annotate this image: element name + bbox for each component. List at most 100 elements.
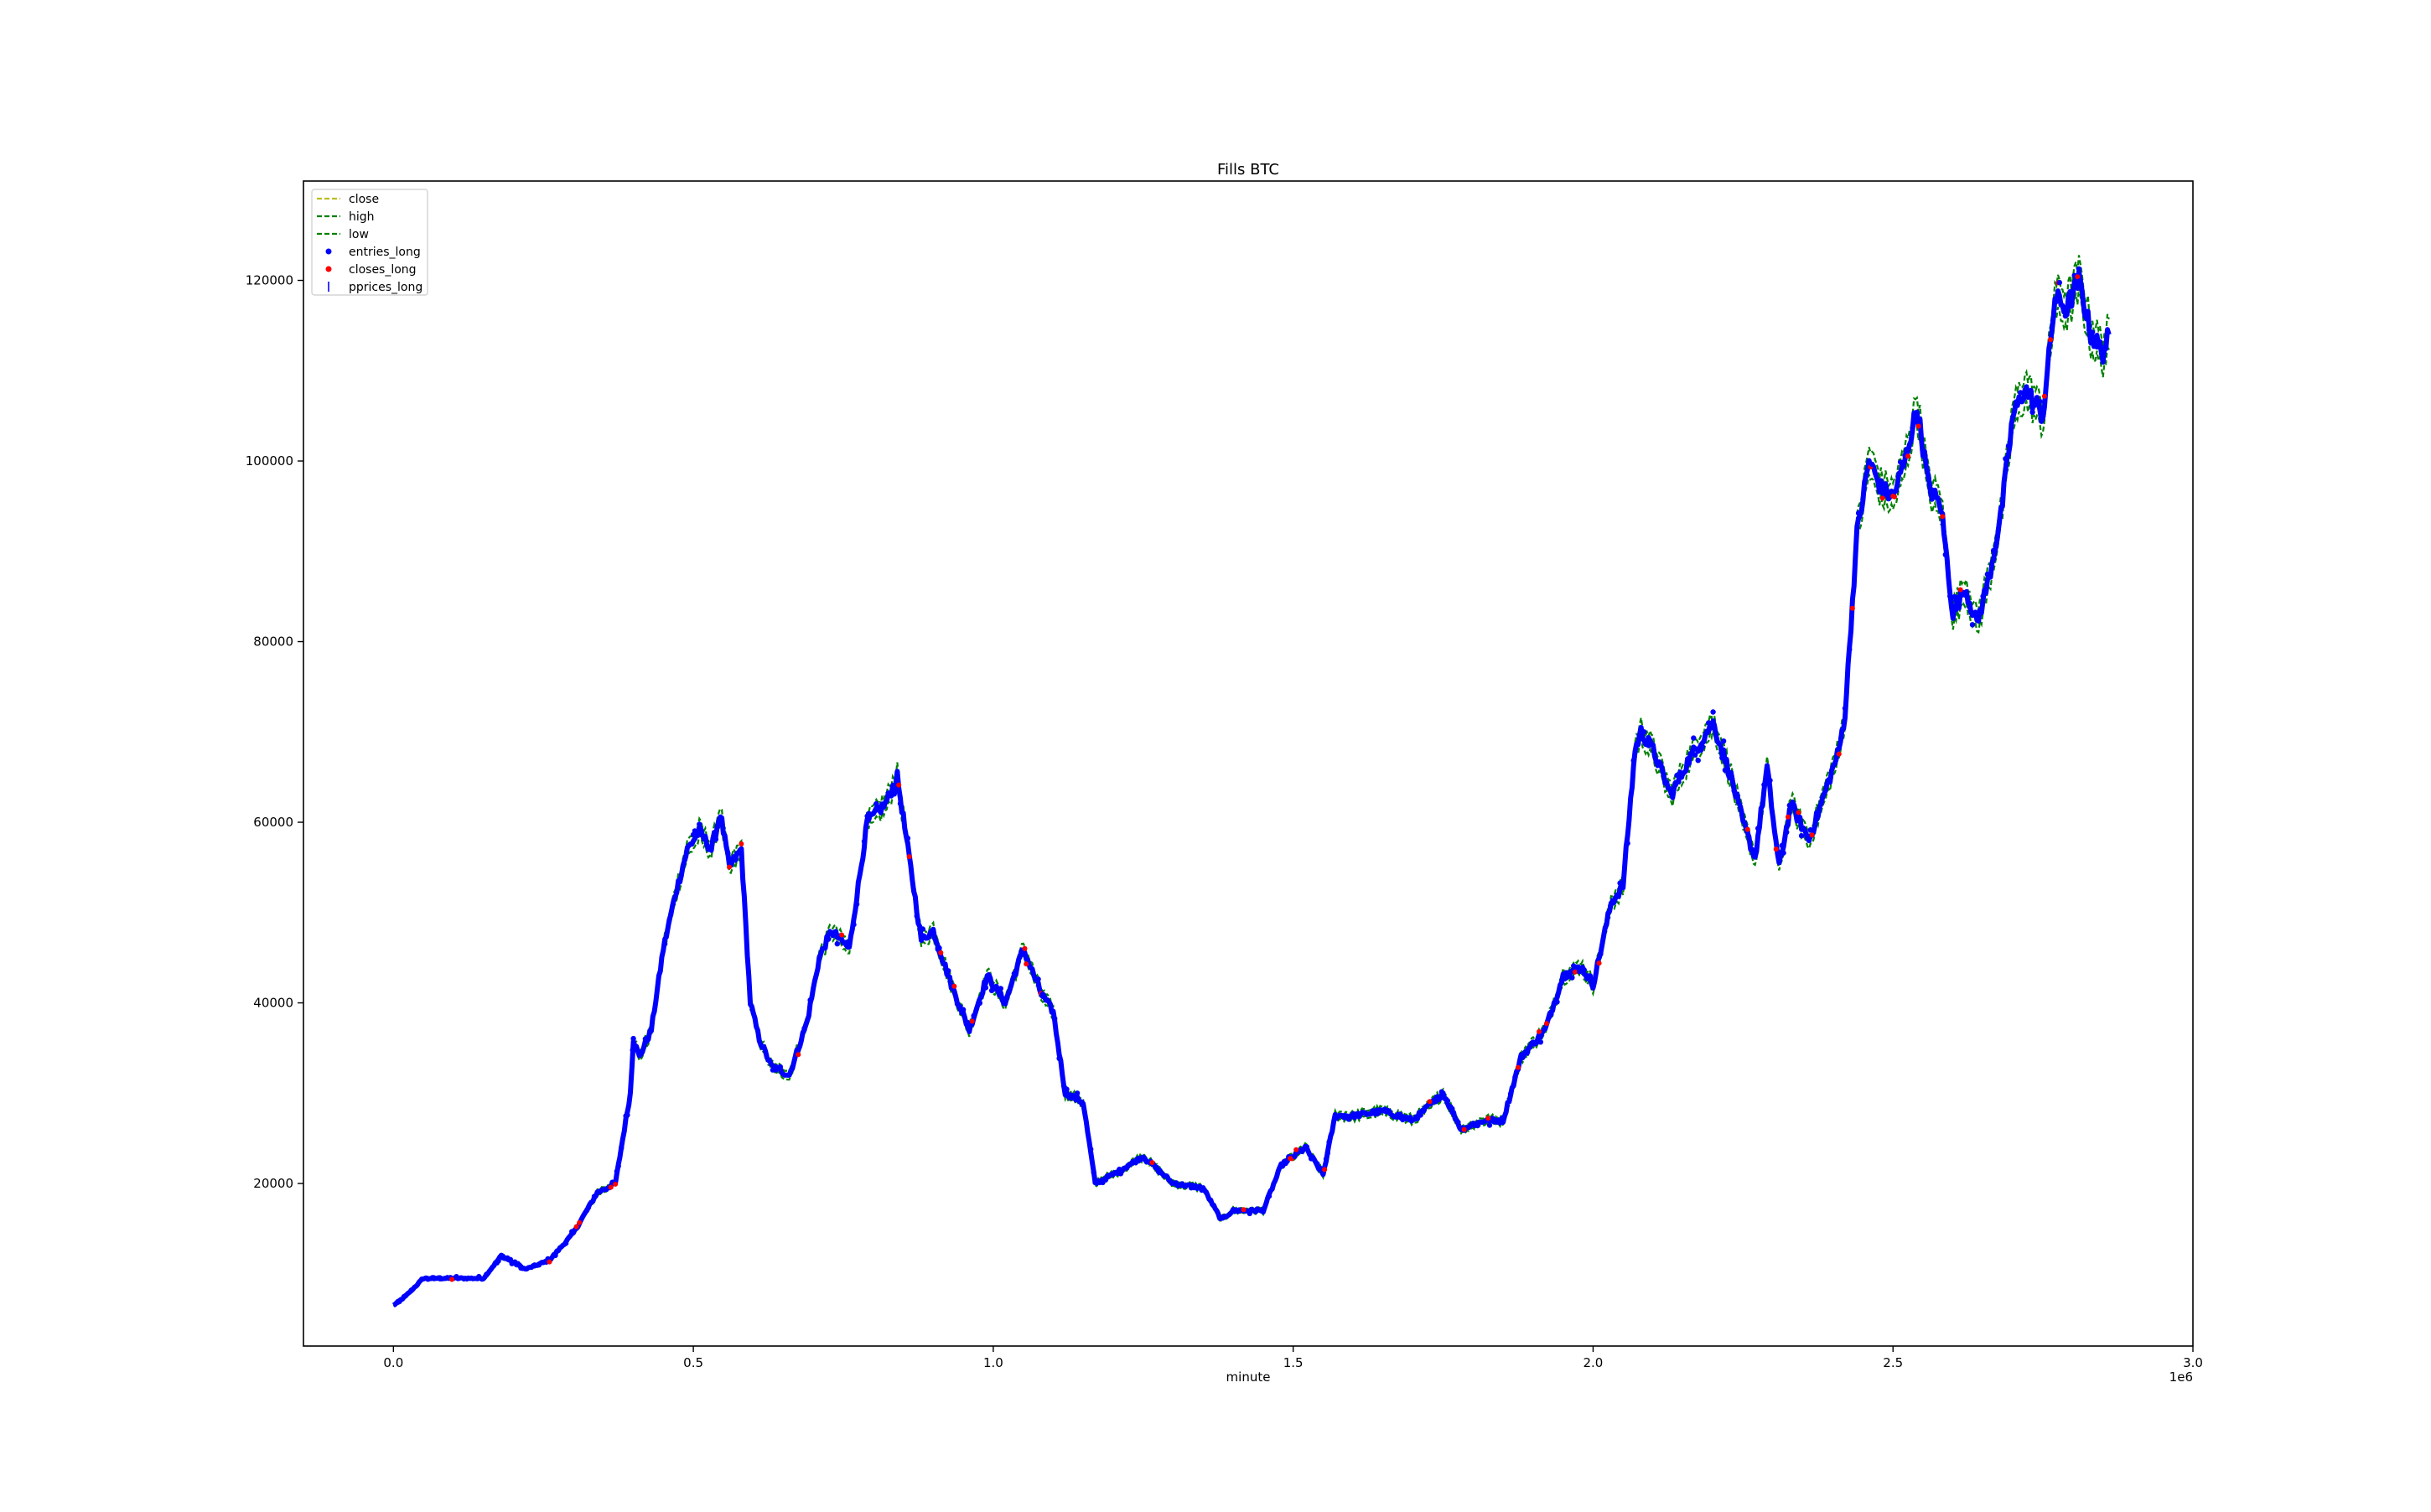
- entries-long-point: [1761, 782, 1767, 788]
- entries-long-point: [476, 1273, 482, 1280]
- entries-long-point: [638, 1049, 644, 1055]
- entries-long-point: [1722, 767, 1729, 774]
- legend-label: closes_long: [349, 263, 417, 277]
- entries-long-point: [801, 1026, 807, 1032]
- entries-long-point: [702, 836, 708, 842]
- plot-area: [391, 255, 2112, 1307]
- entries-long-point: [1314, 1161, 1320, 1167]
- x-axis-offset-text: 1e6: [2169, 1370, 2193, 1385]
- entries-long-point: [1220, 1215, 1226, 1221]
- legend-label: low: [349, 228, 369, 241]
- entries-long-point: [904, 835, 911, 841]
- entries-long-point: [1326, 1139, 1332, 1145]
- closes-long-point: [969, 1018, 975, 1024]
- entries-long-point: [697, 821, 702, 827]
- entries-long-point: [1813, 816, 1820, 822]
- entries-long-point: [1157, 1169, 1163, 1176]
- entries-long-point: [518, 1265, 524, 1271]
- entries-long-point: [1064, 1086, 1070, 1092]
- legend-swatch-dot: [325, 248, 332, 255]
- entries-long-point: [914, 913, 920, 919]
- entries-long-point: [1980, 593, 1986, 599]
- closes-long-point: [1516, 1064, 1521, 1070]
- entries-long-point: [1266, 1193, 1273, 1199]
- x-tick-label: 3.0: [2183, 1355, 2203, 1370]
- entries-long-point: [1807, 827, 1813, 833]
- closes-long-point: [938, 950, 944, 955]
- entries-long-point: [495, 1258, 501, 1264]
- closes-long-point: [1024, 961, 1029, 967]
- entries-long-point: [443, 1275, 449, 1282]
- entries-long-point: [1869, 461, 1875, 468]
- entries-long-point: [2056, 279, 2062, 286]
- closes-long-point: [577, 1219, 583, 1225]
- closes-long-point: [1796, 810, 1801, 816]
- x-axis: 0.0 0.5 1.0 1.5 2.0 2.5 3.0: [383, 1346, 2203, 1370]
- entries-long-point: [1706, 720, 1712, 726]
- legend-box: [311, 189, 428, 296]
- entries-long-point: [1003, 996, 1010, 1002]
- entries-long-point: [1407, 1117, 1413, 1123]
- entries-long-point: [552, 1252, 558, 1259]
- entries-long-point: [615, 1163, 621, 1169]
- legend-label: pprices_long: [349, 281, 422, 294]
- legend-swatch-dot: [325, 266, 332, 272]
- entries-long-point: [1092, 1179, 1098, 1186]
- entries-long-point: [2029, 409, 2035, 415]
- entries-long-point: [1947, 593, 1953, 599]
- entries-long-point: [1088, 1147, 1094, 1152]
- entries-long-point: [1470, 1121, 1476, 1126]
- entries-long-point: [1117, 1171, 1124, 1177]
- entries-long-point: [1341, 1112, 1347, 1119]
- closes-long-point: [1022, 945, 1028, 951]
- entries-long-point: [585, 1204, 592, 1210]
- entries-long-point: [1786, 802, 1792, 809]
- closes-long-point: [2075, 274, 2081, 280]
- entries-long-point: [408, 1287, 414, 1293]
- entries-long-point: [1598, 950, 1604, 957]
- entries-long-point: [1507, 1090, 1514, 1097]
- entries-long-point: [1527, 1043, 1533, 1050]
- entries-long-point: [936, 945, 942, 951]
- entries-long-point: [484, 1272, 490, 1278]
- closes-long-point: [1744, 826, 1750, 832]
- entries-long-point: [825, 936, 832, 942]
- entries-long-point: [1571, 963, 1577, 969]
- entries-long-point: [999, 997, 1005, 1003]
- entries-long-point: [1438, 1089, 1445, 1095]
- entries-long-point: [1091, 1169, 1096, 1176]
- closes-long-point: [1836, 751, 1842, 757]
- entries-long-point: [1719, 755, 1725, 761]
- entries-long-point: [893, 788, 899, 794]
- closes-long-point: [1940, 514, 1946, 520]
- entries-long-point: [1199, 1187, 1205, 1194]
- entries-long-point: [2034, 395, 2040, 401]
- entries-long-point: [1954, 594, 1961, 601]
- entries-long-point: [1254, 1206, 1260, 1212]
- y-tick-label: 80000: [253, 634, 293, 650]
- x-axis-label: minute: [1226, 1370, 1271, 1385]
- entries-long-point: [1942, 551, 1948, 557]
- entries-long-point: [1035, 976, 1041, 982]
- entries-long-point: [866, 810, 872, 816]
- entries-long-point: [1554, 999, 1560, 1005]
- y-tick-label: 100000: [246, 453, 293, 469]
- y-axis: 20000 40000 60000 80000 100000 120000: [246, 273, 303, 1191]
- entries-long-point: [2037, 398, 2043, 405]
- entries-long-point: [1074, 1090, 1081, 1096]
- entries-long-point: [1767, 777, 1773, 784]
- entries-long-point: [1609, 898, 1615, 904]
- entries-long-point: [1247, 1210, 1253, 1217]
- entries-long-point: [920, 926, 926, 932]
- entries-long-point: [1731, 788, 1737, 794]
- entries-long-point: [2003, 456, 2009, 462]
- closes-long-point: [1322, 1167, 1328, 1173]
- entries-long-point: [1323, 1156, 1330, 1162]
- entries-long-point: [630, 1047, 635, 1054]
- entries-long-point: [454, 1274, 459, 1280]
- y-tick-label: 40000: [253, 996, 293, 1011]
- entries-long-point: [777, 1064, 784, 1070]
- closes-long-point: [2041, 393, 2047, 399]
- entries-long-point: [876, 804, 883, 810]
- closes-long-point: [608, 1184, 614, 1190]
